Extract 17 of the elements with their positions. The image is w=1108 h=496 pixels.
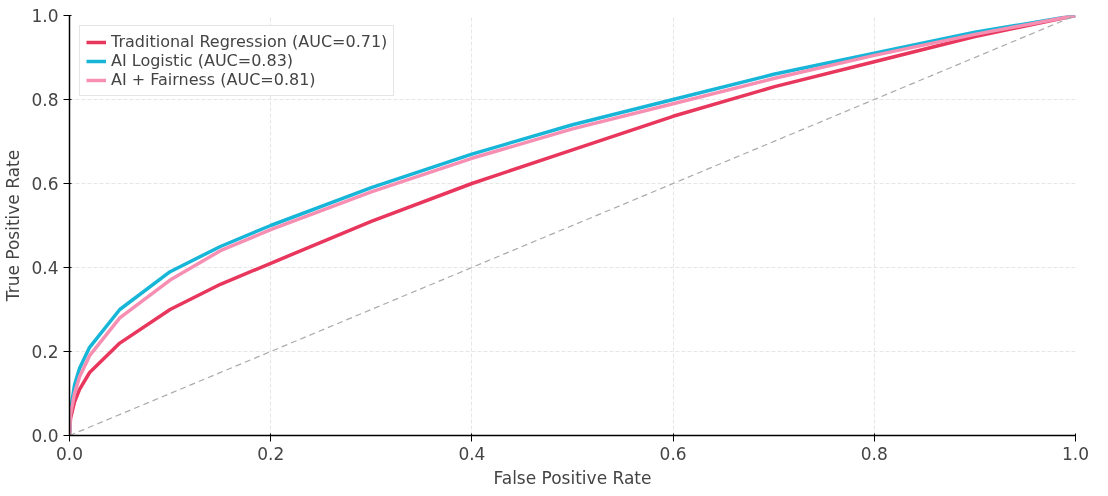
y-tick-label: 0.6	[31, 174, 59, 194]
x-tick-label: 1.0	[1061, 443, 1090, 464]
y-tick-label: 0.0	[31, 426, 59, 446]
legend-label: AI + Fairness (AUC=0.81)	[111, 70, 316, 89]
y-axis-title: True Positive Rate	[3, 149, 24, 303]
x-tick-label: 0.4	[458, 443, 486, 464]
x-tick-label: 0.2	[257, 443, 285, 464]
x-tick-label: 0.6	[659, 443, 687, 464]
legend-label: AI Logistic (AUC=0.83)	[111, 51, 294, 70]
y-tick-label: 0.4	[31, 258, 59, 278]
y-tick-label: 0.2	[31, 342, 59, 362]
y-tick-label: 0.8	[31, 90, 59, 110]
y-tick-label: 1.0	[31, 6, 59, 26]
legend-label: Traditional Regression (AUC=0.71)	[111, 32, 388, 51]
x-tick-label: 0.0	[55, 443, 84, 464]
x-tick-label: 0.8	[860, 443, 888, 464]
x-axis-title: False Positive Rate	[493, 467, 652, 488]
